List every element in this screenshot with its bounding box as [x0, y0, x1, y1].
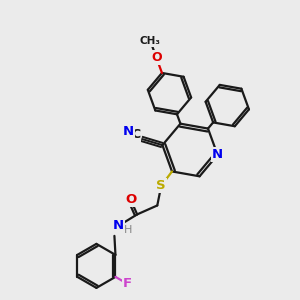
Text: N: N — [122, 125, 134, 138]
Text: O: O — [125, 193, 136, 206]
Text: S: S — [156, 179, 166, 192]
Text: N: N — [212, 148, 223, 161]
Text: C: C — [131, 128, 140, 141]
Text: N: N — [113, 219, 124, 232]
Text: CH₃: CH₃ — [140, 36, 161, 46]
Text: F: F — [123, 278, 132, 290]
Text: O: O — [151, 51, 162, 64]
Text: H: H — [124, 225, 133, 235]
